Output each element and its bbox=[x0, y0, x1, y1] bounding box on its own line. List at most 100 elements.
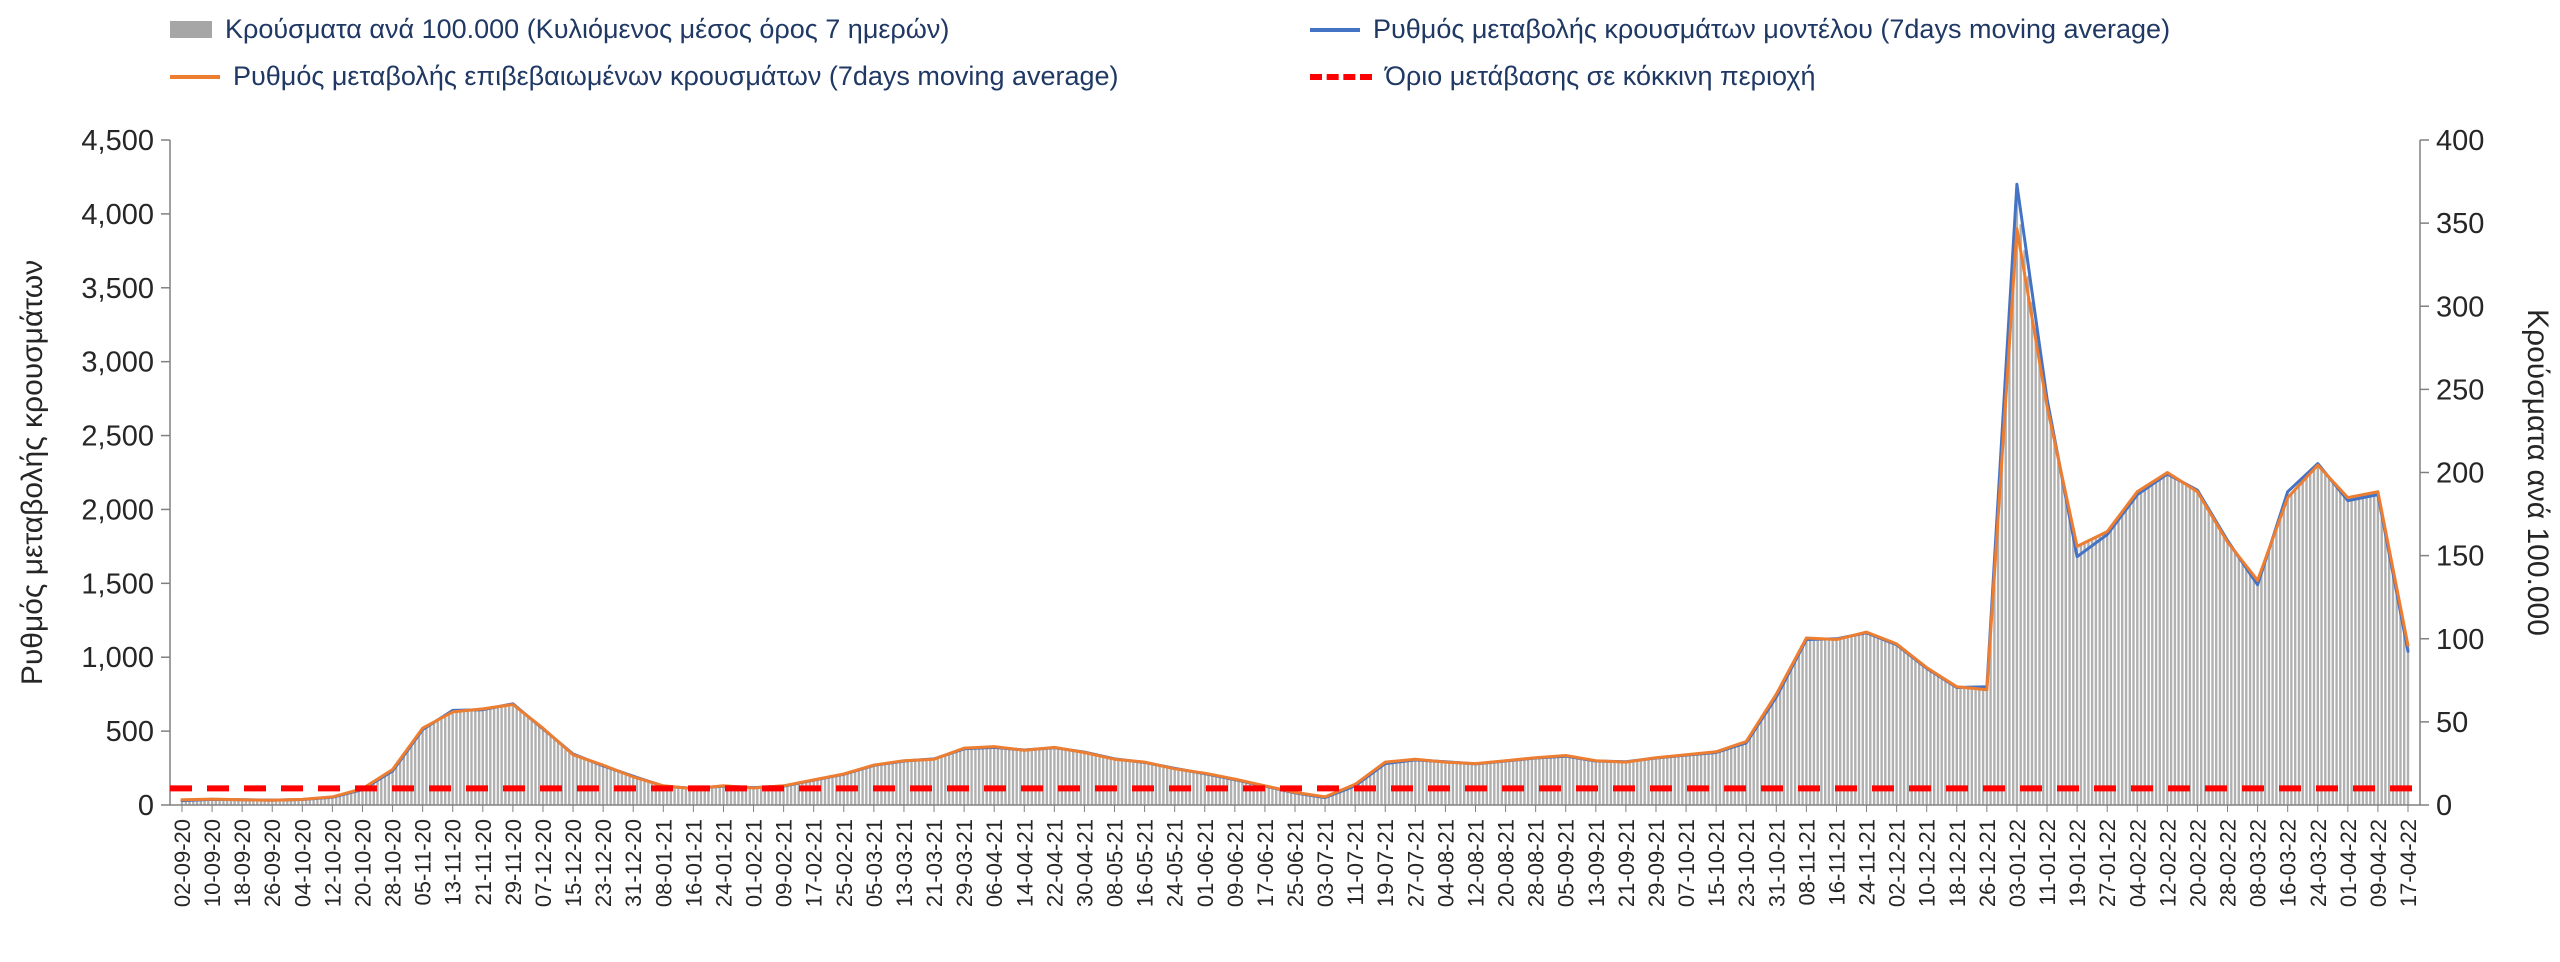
svg-text:19-01-22: 19-01-22 bbox=[2065, 819, 2090, 907]
svg-text:50: 50 bbox=[2436, 707, 2468, 739]
svg-text:18-12-21: 18-12-21 bbox=[1945, 819, 1970, 907]
svg-text:15-10-21: 15-10-21 bbox=[1704, 819, 1729, 907]
svg-text:23-12-20: 23-12-20 bbox=[591, 819, 616, 907]
svg-text:10-12-21: 10-12-21 bbox=[1915, 819, 1940, 907]
svg-text:100: 100 bbox=[2436, 624, 2484, 656]
chart-legend: Κρούσματα ανά 100.000 (Κυλιόμενος μέσος … bbox=[170, 14, 2170, 92]
svg-text:01-04-22: 01-04-22 bbox=[2336, 819, 2361, 907]
svg-text:250: 250 bbox=[2436, 374, 2484, 406]
gray-bar-swatch-icon bbox=[170, 21, 212, 38]
svg-text:25-02-21: 25-02-21 bbox=[832, 819, 857, 907]
svg-text:300: 300 bbox=[2436, 291, 2484, 323]
confirmed-rate-line bbox=[180, 227, 2410, 802]
svg-text:17-02-21: 17-02-21 bbox=[802, 819, 827, 907]
svg-text:05-11-20: 05-11-20 bbox=[411, 819, 436, 905]
svg-text:04-10-20: 04-10-20 bbox=[290, 819, 315, 907]
svg-text:04-08-21: 04-08-21 bbox=[1433, 819, 1458, 907]
svg-text:23-10-21: 23-10-21 bbox=[1734, 819, 1759, 907]
svg-text:07-12-20: 07-12-20 bbox=[531, 819, 556, 907]
svg-text:20-08-21: 20-08-21 bbox=[1494, 819, 1519, 907]
svg-text:20-10-20: 20-10-20 bbox=[350, 819, 375, 907]
svg-text:09-02-21: 09-02-21 bbox=[772, 819, 797, 907]
svg-text:24-01-21: 24-01-21 bbox=[711, 819, 736, 907]
svg-text:02-09-20: 02-09-20 bbox=[170, 819, 195, 907]
svg-text:21-11-20: 21-11-20 bbox=[471, 819, 496, 905]
svg-text:2,000: 2,000 bbox=[81, 494, 154, 526]
svg-text:08-03-22: 08-03-22 bbox=[2246, 819, 2271, 907]
svg-text:17-04-22: 17-04-22 bbox=[2396, 819, 2421, 907]
svg-text:29-09-21: 29-09-21 bbox=[1644, 819, 1669, 907]
legend-item-threshold: Όριο μετάβασης σε κόκκινη περιοχή bbox=[1310, 61, 2170, 92]
svg-text:1,000: 1,000 bbox=[81, 642, 154, 674]
svg-text:150: 150 bbox=[2436, 541, 2484, 573]
legend-label-cases-bars: Κρούσματα ανά 100.000 (Κυλιόμενος μέσος … bbox=[225, 14, 950, 44]
svg-text:15-12-20: 15-12-20 bbox=[561, 819, 586, 907]
svg-text:12-02-22: 12-02-22 bbox=[2155, 819, 2180, 907]
svg-text:08-01-21: 08-01-21 bbox=[651, 819, 676, 907]
svg-text:12-08-21: 12-08-21 bbox=[1463, 819, 1488, 907]
svg-text:08-05-21: 08-05-21 bbox=[1103, 819, 1128, 907]
svg-text:08-11-21: 08-11-21 bbox=[1794, 819, 1819, 905]
svg-text:26-09-20: 26-09-20 bbox=[260, 819, 285, 907]
svg-text:27-07-21: 27-07-21 bbox=[1403, 819, 1428, 907]
svg-text:500: 500 bbox=[106, 716, 154, 748]
svg-text:28-02-22: 28-02-22 bbox=[2216, 819, 2241, 907]
legend-item-confirmed-line: Ρυθμός μεταβολής επιβεβαιωμένων κρουσμάτ… bbox=[170, 61, 1310, 92]
svg-text:31-10-21: 31-10-21 bbox=[1764, 819, 1789, 907]
svg-text:03-07-21: 03-07-21 bbox=[1313, 819, 1338, 907]
left-axis-tick-labels: 0 500 1,000 1,500 2,000 2,500 3,000 3,500 4,000 4… bbox=[81, 125, 170, 822]
svg-text:01-06-21: 01-06-21 bbox=[1193, 819, 1218, 907]
left-axis-title: Ρυθμός μεταβολής κρουσμάτων bbox=[16, 260, 49, 685]
svg-text:12-10-20: 12-10-20 bbox=[320, 819, 345, 907]
svg-text:27-01-22: 27-01-22 bbox=[2095, 819, 2120, 907]
svg-text:29-11-20: 29-11-20 bbox=[501, 819, 526, 905]
svg-text:4,500: 4,500 bbox=[81, 125, 154, 157]
svg-text:28-10-20: 28-10-20 bbox=[381, 819, 406, 907]
svg-text:21-03-21: 21-03-21 bbox=[922, 819, 947, 907]
red-dashed-swatch-icon bbox=[1310, 73, 1372, 80]
legend-item-cases-bars: Κρούσματα ανά 100.000 (Κυλιόμενος μέσος … bbox=[170, 14, 1310, 45]
right-axis-tick-labels: 0 50 100 150 200 250 300 350 400 bbox=[2420, 125, 2484, 822]
svg-text:400: 400 bbox=[2436, 125, 2484, 157]
svg-text:24-03-22: 24-03-22 bbox=[2306, 819, 2331, 907]
blue-line-swatch-icon bbox=[1310, 27, 1360, 32]
x-axis-date-labels: 02-09-20 10-09-20 18-09-20 26-09-20 04-10-20… bbox=[170, 805, 2421, 907]
legend-item-model-line: Ρυθμός μεταβολής κρουσμάτων μοντέλου (7d… bbox=[1310, 14, 2170, 45]
svg-text:14-04-21: 14-04-21 bbox=[1012, 819, 1037, 907]
svg-text:16-05-21: 16-05-21 bbox=[1133, 819, 1158, 907]
svg-text:0: 0 bbox=[138, 790, 154, 822]
svg-text:18-09-20: 18-09-20 bbox=[230, 819, 255, 907]
svg-text:05-09-21: 05-09-21 bbox=[1554, 819, 1579, 907]
svg-text:02-12-21: 02-12-21 bbox=[1885, 819, 1910, 907]
svg-text:31-12-20: 31-12-20 bbox=[621, 819, 646, 907]
svg-text:350: 350 bbox=[2436, 208, 2484, 240]
svg-text:16-01-21: 16-01-21 bbox=[681, 819, 706, 907]
svg-text:29-03-21: 29-03-21 bbox=[952, 819, 977, 907]
svg-text:25-06-21: 25-06-21 bbox=[1283, 819, 1308, 907]
svg-text:04-02-22: 04-02-22 bbox=[2125, 819, 2150, 907]
svg-text:17-06-21: 17-06-21 bbox=[1253, 819, 1278, 907]
svg-text:07-10-21: 07-10-21 bbox=[1674, 819, 1699, 907]
svg-text:03-01-22: 03-01-22 bbox=[2005, 819, 2030, 907]
svg-text:13-09-21: 13-09-21 bbox=[1584, 819, 1609, 907]
legend-label-model-line: Ρυθμός μεταβολής κρουσμάτων μοντέλου (7d… bbox=[1373, 14, 2171, 44]
svg-text:06-04-21: 06-04-21 bbox=[982, 819, 1007, 907]
bars-cases-per-100k bbox=[180, 198, 2410, 806]
svg-text:09-04-22: 09-04-22 bbox=[2366, 819, 2391, 907]
right-axis-title: Κρούσματα ανά 100.000 bbox=[2521, 309, 2554, 636]
svg-text:4,000: 4,000 bbox=[81, 199, 154, 231]
svg-text:16-11-21: 16-11-21 bbox=[1824, 819, 1849, 905]
svg-text:24-11-21: 24-11-21 bbox=[1855, 819, 1880, 905]
svg-text:3,000: 3,000 bbox=[81, 347, 154, 379]
orange-line-swatch-icon bbox=[170, 74, 220, 79]
svg-text:30-04-21: 30-04-21 bbox=[1072, 819, 1097, 907]
svg-text:0: 0 bbox=[2436, 790, 2452, 822]
svg-text:2,500: 2,500 bbox=[81, 421, 154, 453]
svg-text:13-11-20: 13-11-20 bbox=[441, 819, 466, 905]
svg-text:09-06-21: 09-06-21 bbox=[1223, 819, 1248, 907]
svg-text:05-03-21: 05-03-21 bbox=[862, 819, 887, 907]
svg-text:3,500: 3,500 bbox=[81, 273, 154, 305]
svg-text:28-08-21: 28-08-21 bbox=[1524, 819, 1549, 907]
svg-text:24-05-21: 24-05-21 bbox=[1163, 819, 1188, 907]
